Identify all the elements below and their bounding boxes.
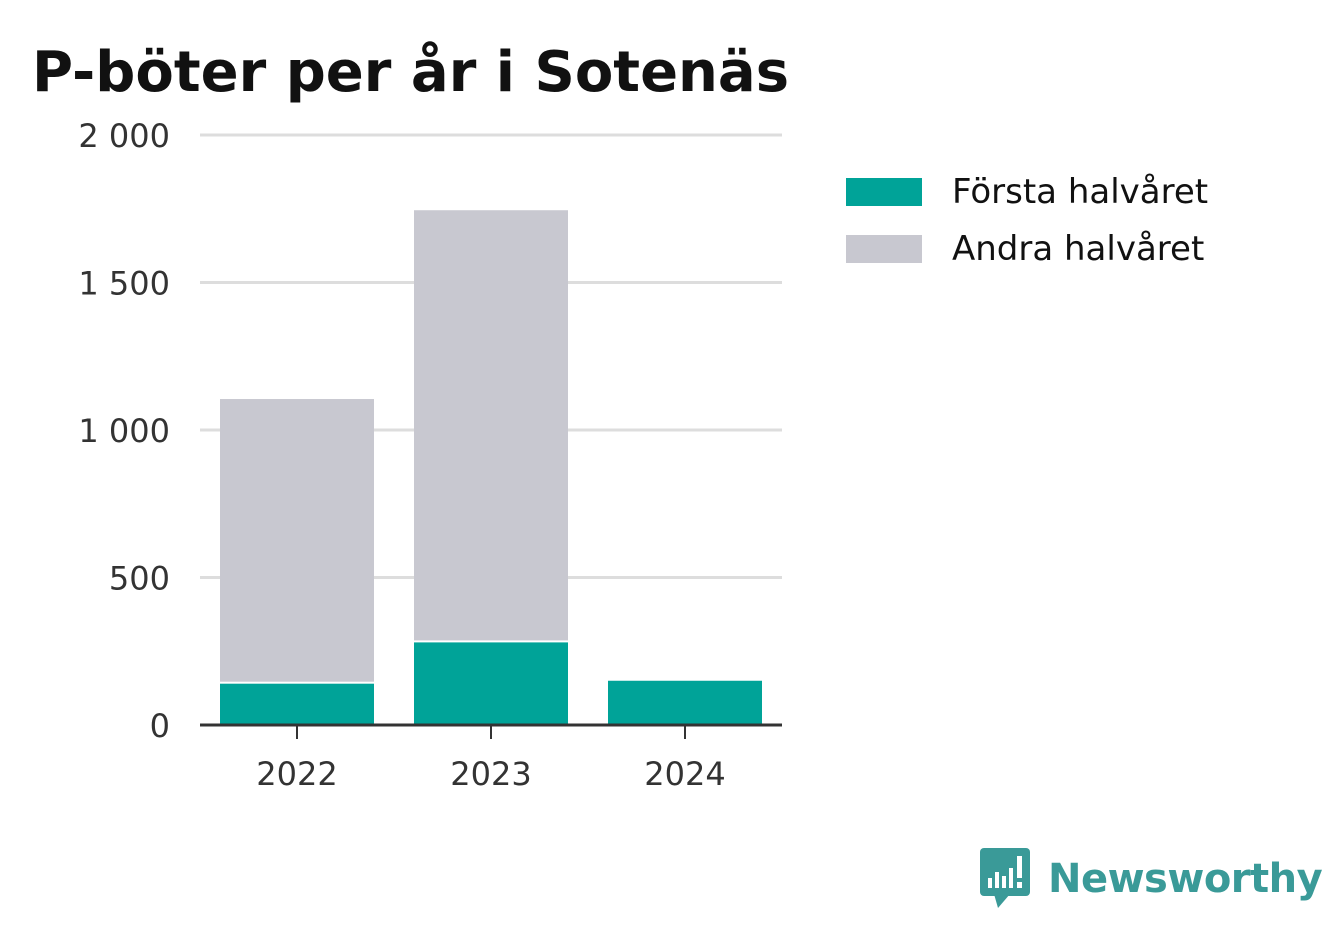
x-tick-label-2024: 2024 bbox=[644, 755, 725, 793]
chart-title: P-böter per år i Sotenäs bbox=[32, 40, 790, 105]
bar-2023-series-0 bbox=[414, 642, 568, 725]
y-tick-label-2000: 2 000 bbox=[78, 117, 170, 155]
y-tick-label-500: 500 bbox=[109, 560, 170, 598]
y-tick-label-0: 0 bbox=[150, 707, 170, 745]
legend-label-andra-halvaret: Andra halvåret bbox=[952, 229, 1205, 269]
bar-2022-series-1 bbox=[220, 399, 374, 682]
bars bbox=[220, 210, 762, 725]
y-tick-label-1000: 1 000 bbox=[78, 412, 170, 450]
legend: Första halvåret Andra halvåret bbox=[846, 170, 1208, 284]
legend-item-andra-halvaret: Andra halvåret bbox=[846, 227, 1208, 271]
brand-logo: Newsworthy bbox=[980, 848, 1322, 910]
legend-swatch-andra-halvaret bbox=[846, 235, 922, 263]
brand-name: Newsworthy bbox=[1048, 856, 1322, 902]
newsworthy-logo-icon bbox=[980, 848, 1030, 908]
axes: 0 500 1 000 1 500 2 000 2022 2023 2024 bbox=[78, 117, 782, 793]
legend-item-forsta-halvaret: Första halvåret bbox=[846, 170, 1208, 214]
x-tick-label-2023: 2023 bbox=[450, 755, 531, 793]
y-tick-label-1500: 1 500 bbox=[78, 265, 170, 303]
bar-2022-series-0 bbox=[220, 683, 374, 725]
x-tick-label-2022: 2022 bbox=[256, 755, 337, 793]
bar-2024-series-0 bbox=[608, 680, 762, 725]
bar-2023-series-1 bbox=[414, 210, 568, 641]
legend-swatch-forsta-halvaret bbox=[846, 178, 922, 206]
legend-label-forsta-halvaret: Första halvåret bbox=[952, 172, 1209, 212]
